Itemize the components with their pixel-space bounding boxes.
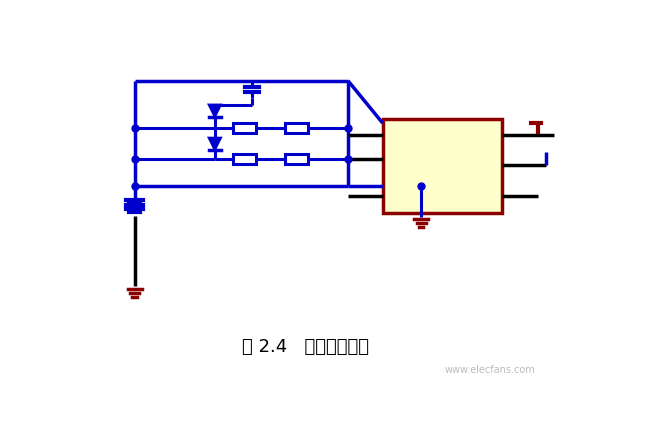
Bar: [233, 154, 256, 164]
Polygon shape: [209, 105, 221, 117]
Bar: [382, 119, 502, 213]
Bar: [285, 124, 308, 133]
Polygon shape: [209, 138, 221, 150]
Bar: [285, 154, 308, 164]
Text: 图 2.4   光电转换电路: 图 2.4 光电转换电路: [242, 338, 369, 356]
Text: www.elecfans.com: www.elecfans.com: [445, 365, 536, 375]
Bar: [233, 124, 256, 133]
